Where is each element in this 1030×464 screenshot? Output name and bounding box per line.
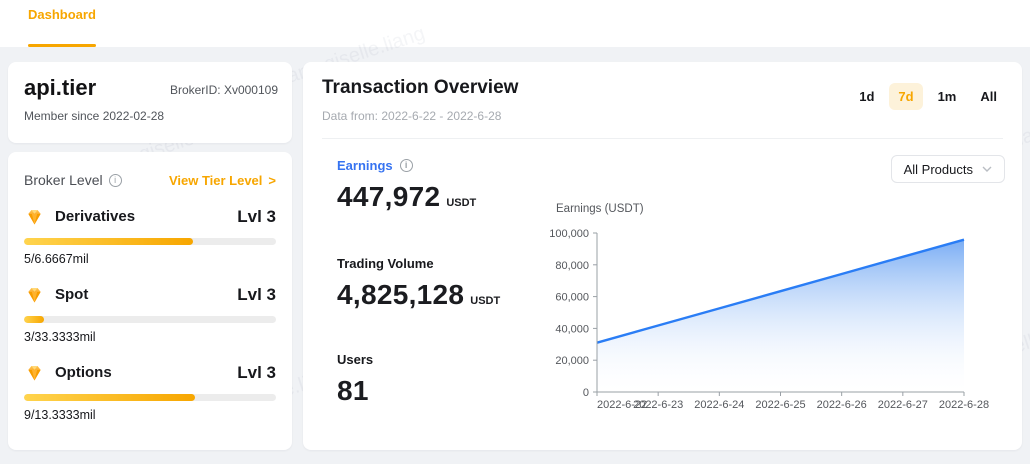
y-tick-label: 80,000: [555, 260, 589, 272]
chevron-right-icon: >: [268, 172, 276, 188]
trading-volume-value-row: 4,825,128 USDT: [337, 279, 500, 311]
area-fill: [597, 239, 964, 392]
chart-title: Earnings (USDT): [556, 203, 644, 215]
broker-id: BrokerID: Xv000109: [169, 83, 278, 97]
y-tick-label: 60,000: [555, 292, 589, 304]
broker-level-title: Broker Level: [24, 172, 103, 188]
chevron-down-icon: [982, 166, 992, 172]
y-tick-label: 100,000: [549, 228, 589, 240]
area-line: [596, 238, 965, 344]
x-tick-label: 2022-6-23: [633, 399, 683, 411]
tier-level: Lvl 3: [237, 362, 276, 382]
users-value: 81: [337, 375, 369, 406]
divider: [322, 138, 1003, 139]
earnings-unit: USDT: [446, 197, 477, 209]
tier-progress-label: 3/33.3333mil: [24, 330, 96, 344]
earnings-value-row: 447,972 USDT: [337, 181, 476, 213]
tier-options: Options Lvl 3 9/13.3333mil: [24, 360, 276, 422]
tier-name: Options: [55, 364, 112, 381]
users-stat: Users 81: [337, 352, 373, 407]
y-tick-label: 0: [583, 387, 589, 399]
tier-progress-fill: [24, 394, 196, 401]
earnings-chart: Earnings (USDT) 100,000 80,000 60,000 40,000…: [543, 195, 1015, 417]
earnings-label-row: Earnings i: [337, 158, 476, 173]
tier-progress-label: 9/13.3333mil: [24, 408, 96, 422]
trading-volume-stat: Trading Volume 4,825,128 USDT: [337, 256, 500, 311]
tier-list: Derivatives Lvl 3 5/6.6667mil Spot Lvl 3…: [24, 204, 276, 438]
tier-spot: Spot Lvl 3 3/33.3333mil: [24, 282, 276, 344]
users-value-row: 81: [337, 375, 373, 407]
view-tier-level-label: View Tier Level: [168, 172, 263, 188]
y-tick-label: 20,000: [555, 355, 589, 367]
x-tick-label: 2022-6-22: [597, 399, 647, 411]
tier-progress-fill: [24, 238, 193, 245]
range-all[interactable]: All: [980, 89, 997, 104]
overview-date-range: Data from: 2022-6-22 - 2022-6-28: [322, 109, 502, 123]
range-7d[interactable]: 7d: [889, 83, 923, 110]
transaction-overview-card: Transaction Overview Data from: 2022-6-2…: [303, 62, 1022, 450]
gem-icon: [28, 287, 41, 303]
trading-volume-unit: USDT: [470, 295, 501, 307]
range-1m[interactable]: 1m: [937, 89, 957, 104]
member-since: Member since 2022-02-28: [24, 109, 165, 123]
tab-dashboard-label: Dashboard: [28, 7, 96, 22]
x-tick-label: 2022-6-25: [755, 399, 805, 411]
x-tick-label: 2022-6-26: [817, 399, 867, 411]
users-label: Users: [337, 352, 374, 367]
earnings-value: 447,972: [337, 181, 441, 212]
profile-card: api.tier BrokerID: Xv000109 Member since…: [8, 62, 292, 143]
broker-name: api.tier: [24, 75, 97, 100]
trading-volume-label: Trading Volume: [337, 256, 434, 271]
tier-level: Lvl 3: [237, 284, 276, 304]
products-dropdown[interactable]: All Products: [890, 155, 1005, 183]
tier-progress-bar: [24, 394, 276, 401]
tier-progress-fill: [24, 316, 45, 323]
tab-active-indicator: [28, 44, 96, 47]
top-nav: Dashboard: [0, 0, 1030, 47]
x-tick-label: 2022-6-24: [694, 399, 744, 411]
tab-dashboard[interactable]: Dashboard: [28, 0, 96, 47]
tier-progress-bar: [24, 238, 276, 245]
tier-name: Spot: [55, 286, 89, 303]
earnings-label: Earnings: [337, 158, 393, 173]
range-1d[interactable]: 1d: [859, 89, 875, 104]
y-tick-label: 40,000: [555, 323, 589, 335]
gem-icon: [28, 209, 41, 225]
trading-volume-value: 4,825,128: [337, 279, 465, 310]
overview-title: Transaction Overview: [322, 77, 519, 98]
tier-level: Lvl 3: [237, 206, 276, 226]
info-icon[interactable]: i: [108, 173, 122, 187]
info-icon[interactable]: i: [399, 159, 413, 172]
x-tick-label: 2022-6-27: [878, 399, 928, 411]
products-dropdown-value: All Products: [903, 161, 973, 177]
broker-level-card: Broker Level i View Tier Level > Derivati…: [8, 152, 292, 450]
view-tier-level-link[interactable]: View Tier Level >: [169, 173, 276, 188]
tier-progress-label: 5/6.6667mil: [24, 252, 89, 266]
earnings-stat: Earnings i 447,972 USDT: [337, 158, 476, 213]
tier-name: Derivatives: [55, 208, 136, 225]
tier-progress-bar: [24, 316, 276, 323]
tier-derivatives: Derivatives Lvl 3 5/6.6667mil: [24, 204, 276, 266]
broker-level-header: Broker Level i View Tier Level >: [24, 172, 276, 188]
gem-icon: [28, 365, 41, 381]
x-tick-label: 2022-6-28: [939, 399, 989, 411]
time-range-selector: 1d 7d 1m All: [850, 83, 1006, 110]
